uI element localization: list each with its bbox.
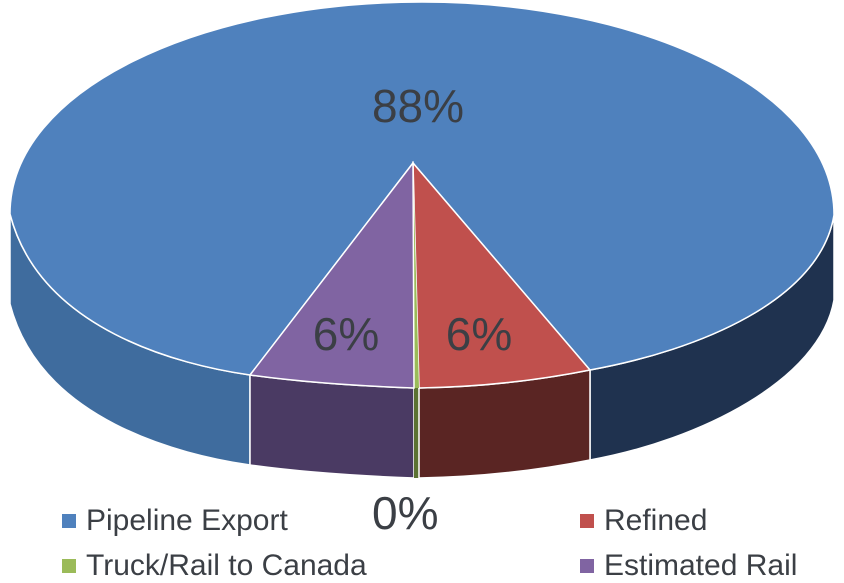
slice-estimated-rail [248,160,415,389]
legend-label: Estimated Rail [604,549,798,582]
legend-item-refined: Refined [580,506,707,536]
legend-swatch-pipeline-export [62,514,76,528]
slice-refined [412,160,592,389]
legend-item-estimated-rail: Estimated Rail [580,551,797,581]
slice-pipeline-export [9,1,835,376]
legend-item-pipeline-export: Pipeline Export [62,506,288,536]
legend-label: Truck/Rail to Canada [86,549,367,582]
slice-side-estimated-rail [249,374,415,479]
legend-item-truck-rail-to-canada: Truck/Rail to Canada [62,551,367,581]
data-label-refined: 6% [446,308,512,360]
pie-chart: 88% 6% 6% [9,1,835,479]
data-label-estimated-rail: 6% [313,308,379,360]
legend-swatch-truck-rail-to-canada [62,559,76,573]
legend-label: Refined [604,504,708,537]
legend-swatch-estimated-rail [580,559,594,573]
legend-swatch-refined [580,514,594,528]
data-label-truck-rail-to-canada: 0% [372,487,439,539]
legend-label: Pipeline Export [86,504,288,537]
data-label-pipeline-export: 88% [372,80,464,132]
slice-side-truck-rail-to-canada [414,388,419,478]
legend: Pipeline Export Refined Truck/Rail to Ca… [0,500,844,583]
